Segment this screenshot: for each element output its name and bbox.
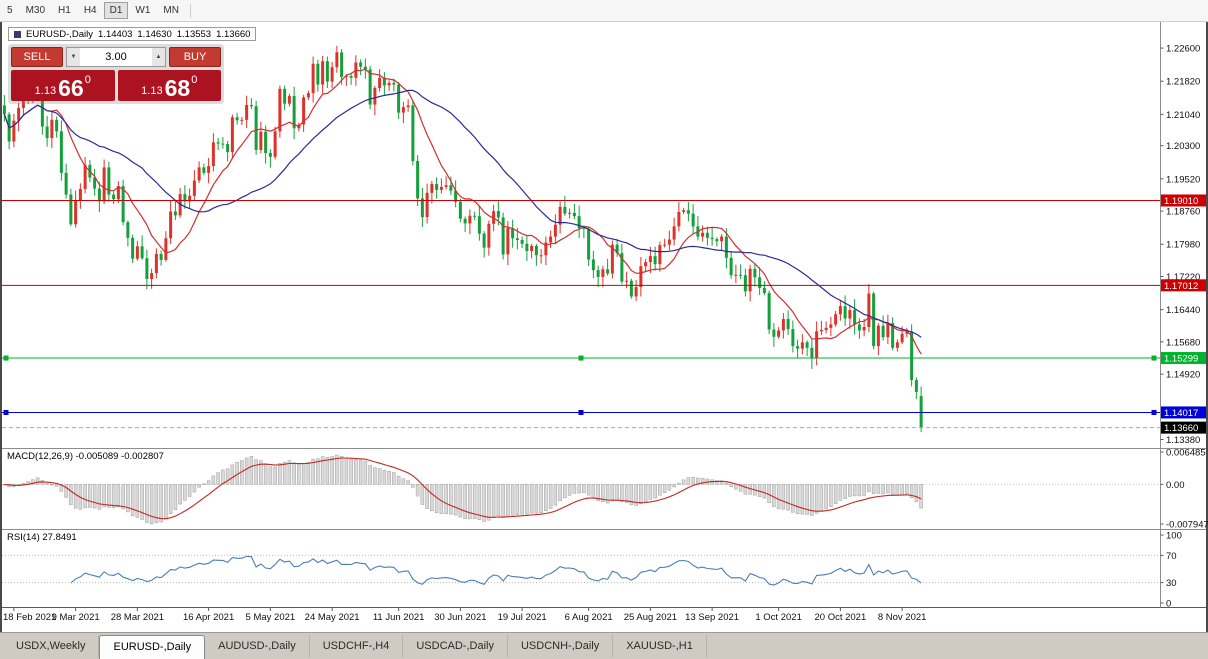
svg-text:100: 100 <box>1166 531 1182 542</box>
one-click-trading-panel: SELL ▼ ▲ BUY 1.13 66 0 1.13 68 0 <box>8 44 224 104</box>
svg-text:1.16440: 1.16440 <box>1166 305 1200 316</box>
macd-indicator-title: MACD(12,26,9) -0.005089 -0.002807 <box>7 451 164 462</box>
chart-title: EURUSD-,Daily 1.14403 1.14630 1.13553 1.… <box>8 27 257 41</box>
volume-decrease-icon[interactable]: ▼ <box>67 48 80 66</box>
svg-text:1.19010: 1.19010 <box>1164 196 1198 207</box>
tab-usdchf-h4[interactable]: USDCHF-,H4 <box>310 635 404 657</box>
volume-increase-icon[interactable]: ▲ <box>152 48 165 66</box>
sell-price-point: 0 <box>84 74 91 86</box>
svg-text:18 Feb 2021: 18 Feb 2021 <box>3 612 56 623</box>
buy-price-point: 0 <box>191 74 198 86</box>
svg-text:1.15299: 1.15299 <box>1164 354 1198 365</box>
buy-price-display[interactable]: 1.13 68 0 <box>117 70 221 101</box>
svg-text:1.20300: 1.20300 <box>1166 141 1200 152</box>
svg-text:24 May 2021: 24 May 2021 <box>305 612 360 623</box>
svg-text:1.14017: 1.14017 <box>1164 408 1198 419</box>
svg-text:13 Sep 2021: 13 Sep 2021 <box>685 612 739 623</box>
tab-audusd-daily[interactable]: AUDUSD-,Daily <box>205 635 310 657</box>
svg-text:1.18760: 1.18760 <box>1166 207 1200 218</box>
svg-text:70: 70 <box>1166 551 1177 562</box>
svg-text:8 Nov 2021: 8 Nov 2021 <box>878 612 927 623</box>
timeframe-h1-button[interactable]: H1 <box>52 2 77 19</box>
timeframe-mn-button[interactable]: MN <box>157 2 185 19</box>
svg-text:1.19520: 1.19520 <box>1166 174 1200 185</box>
buy-price-pips: 68 <box>164 74 191 101</box>
timeframe-m30-button[interactable]: M30 <box>20 2 51 19</box>
sell-price-display[interactable]: 1.13 66 0 <box>11 70 115 101</box>
svg-text:0.00: 0.00 <box>1166 480 1185 491</box>
sell-price-pips: 66 <box>58 74 84 101</box>
tab-xauusd-h1[interactable]: XAUUSD-,H1 <box>613 635 707 657</box>
svg-text:1.22600: 1.22600 <box>1166 44 1200 55</box>
svg-text:11 Jun 2021: 11 Jun 2021 <box>373 612 425 623</box>
svg-text:1.14920: 1.14920 <box>1166 370 1200 381</box>
svg-text:1.13660: 1.13660 <box>1164 423 1198 434</box>
svg-text:1 Oct 2021: 1 Oct 2021 <box>755 612 801 623</box>
timeframe-toolbar: 5 M30 H1 H4 D1 W1 MN <box>0 0 1208 22</box>
chart-icon <box>14 30 21 38</box>
chart-tab-bar: USDX,Weekly EURUSD-,Daily AUDUSD-,Daily … <box>0 632 1208 659</box>
tab-usdx-weekly[interactable]: USDX,Weekly <box>3 635 100 657</box>
timeframe-m5-button[interactable]: 5 <box>1 2 19 19</box>
volume-input[interactable] <box>80 48 152 66</box>
svg-text:1.17012: 1.17012 <box>1164 281 1198 292</box>
buy-price-figure: 1.13 <box>141 85 163 97</box>
svg-text:1.21040: 1.21040 <box>1166 110 1200 121</box>
tab-eurusd-daily[interactable]: EURUSD-,Daily <box>99 635 206 659</box>
svg-text:20 Oct 2021: 20 Oct 2021 <box>814 612 866 623</box>
svg-text:0: 0 <box>1166 599 1171 610</box>
volume-stepper: ▼ ▲ <box>66 47 166 67</box>
tab-usdcad-daily[interactable]: USDCAD-,Daily <box>403 635 508 657</box>
svg-text:0.006485: 0.006485 <box>1166 448 1206 459</box>
svg-text:6 Aug 2021: 6 Aug 2021 <box>565 612 613 623</box>
svg-text:1.15680: 1.15680 <box>1166 337 1200 348</box>
toolbar-separator <box>189 3 191 18</box>
svg-text:25 Aug 2021: 25 Aug 2021 <box>624 612 677 623</box>
ohlc-low: 1.13553 <box>176 28 212 40</box>
ohlc-high: 1.14630 <box>137 28 172 40</box>
timeframe-h4-button[interactable]: H4 <box>78 2 103 19</box>
rsi-indicator-title: RSI(14) 27.8491 <box>7 532 77 543</box>
timeframe-w1-button[interactable]: W1 <box>129 2 156 19</box>
svg-text:5 May 2021: 5 May 2021 <box>246 612 296 623</box>
ohlc-close: 1.13660 <box>216 28 251 40</box>
sell-price-figure: 1.13 <box>34 85 57 97</box>
svg-text:28 Mar 2021: 28 Mar 2021 <box>111 612 164 623</box>
sell-button[interactable]: SELL <box>11 47 63 67</box>
svg-text:9 Mar 2021: 9 Mar 2021 <box>52 612 100 623</box>
buy-button[interactable]: BUY <box>169 47 221 67</box>
tab-usdcnh-daily[interactable]: USDCNH-,Daily <box>508 635 614 657</box>
svg-text:19 Jul 2021: 19 Jul 2021 <box>498 612 547 623</box>
svg-text:1.21820: 1.21820 <box>1166 77 1200 88</box>
svg-text:1.17980: 1.17980 <box>1166 240 1200 251</box>
svg-text:1.17220: 1.17220 <box>1166 272 1200 283</box>
svg-text:16 Apr 2021: 16 Apr 2021 <box>183 612 234 623</box>
chart-symbol-label: EURUSD-,Daily <box>26 28 94 40</box>
svg-text:30 Jun 2021: 30 Jun 2021 <box>434 612 486 623</box>
svg-text:30: 30 <box>1166 578 1177 589</box>
ohlc-open: 1.14403 <box>98 28 133 40</box>
timeframe-d1-button[interactable]: D1 <box>103 2 129 19</box>
svg-text:1.13380: 1.13380 <box>1166 435 1200 446</box>
svg-text:-0.007947: -0.007947 <box>1166 520 1208 531</box>
